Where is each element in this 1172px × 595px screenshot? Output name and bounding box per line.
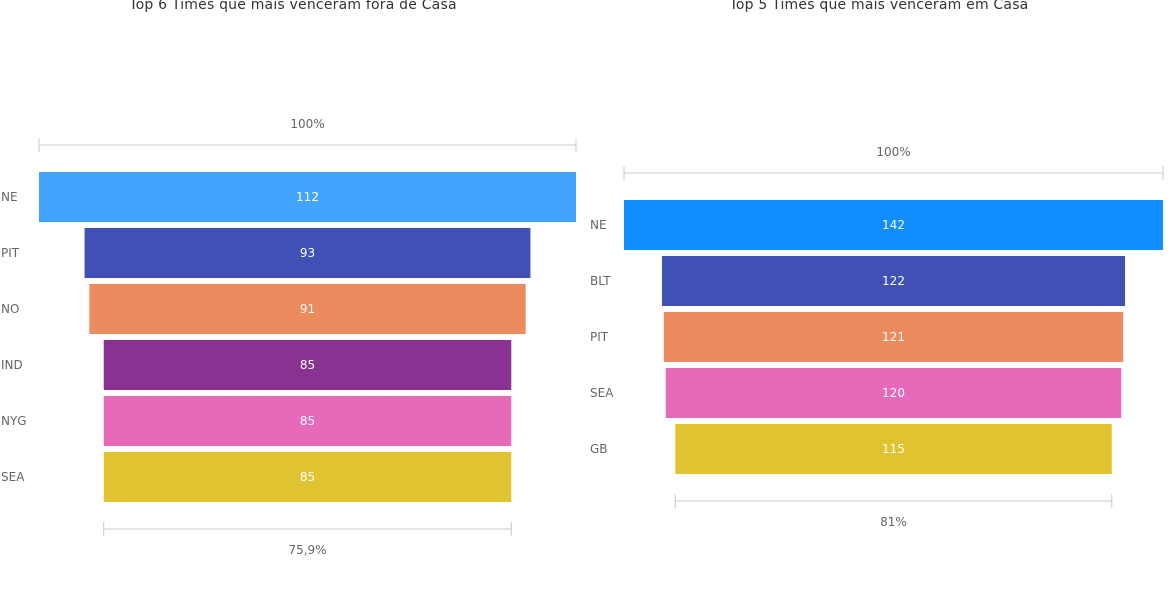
top-percent-label: 100% bbox=[290, 117, 324, 131]
chart-title: Top 5 Times que mais venceram em Casa bbox=[729, 0, 1029, 13]
bar-value-label: 93 bbox=[300, 246, 315, 260]
funnel-bar[interactable] bbox=[103, 396, 512, 446]
category-label: NE bbox=[590, 218, 607, 232]
category-label: NYG bbox=[1, 414, 27, 428]
bar-value-label: 85 bbox=[300, 414, 315, 428]
top-bracket bbox=[38, 138, 577, 152]
funnel-svg: 100% 142 NE 122 BLT 121 PIT 120 SEA 115 GB 81% bbox=[590, 145, 1164, 529]
funnel-bar[interactable] bbox=[661, 256, 1126, 306]
funnel-bar[interactable] bbox=[103, 340, 512, 390]
funnel-svg: 100% 112 NE 93 PIT 91 NO 85 IND 85 NYG 85 SEA 75,9% bbox=[1, 117, 577, 557]
top-bracket bbox=[623, 166, 1164, 180]
bottom-bracket bbox=[103, 522, 512, 536]
bottom-percent-label: 75,9% bbox=[288, 543, 326, 557]
bar-value-label: 142 bbox=[882, 218, 905, 232]
top-percent-label: 100% bbox=[876, 145, 910, 159]
category-label: GB bbox=[590, 442, 608, 456]
category-label: SEA bbox=[1, 470, 25, 484]
funnel-chart-away-wins: Top 6 Times que mais venceram fora de Ca… bbox=[1, 0, 577, 557]
category-label: PIT bbox=[590, 330, 609, 344]
bottom-bracket bbox=[674, 494, 1113, 508]
bar-value-label: 122 bbox=[882, 274, 905, 288]
category-label: NO bbox=[1, 302, 19, 316]
funnel-bar[interactable] bbox=[39, 172, 576, 222]
category-label: NE bbox=[1, 190, 18, 204]
funnel-chart-home-wins: Top 5 Times que mais venceram em Casa 10… bbox=[586, 0, 1172, 595]
funnel-bar[interactable] bbox=[665, 368, 1122, 418]
category-label: PIT bbox=[1, 246, 20, 260]
bar-value-label: 121 bbox=[882, 330, 905, 344]
category-label: IND bbox=[1, 358, 23, 372]
bar-value-label: 112 bbox=[296, 190, 319, 204]
chart-title: Top 6 Times que mais venceram fora de Ca… bbox=[129, 0, 457, 13]
bar-value-label: 85 bbox=[300, 470, 315, 484]
bar-value-label: 115 bbox=[882, 442, 905, 456]
bottom-percent-label: 81% bbox=[880, 515, 907, 529]
funnel-bar[interactable] bbox=[84, 228, 531, 278]
category-label: BLT bbox=[590, 274, 611, 288]
funnel-bar[interactable] bbox=[663, 312, 1124, 362]
funnel-bar[interactable] bbox=[103, 452, 512, 502]
funnel-bar[interactable] bbox=[624, 200, 1163, 250]
category-label: SEA bbox=[590, 386, 614, 400]
bar-value-label: 91 bbox=[300, 302, 315, 316]
bar-value-label: 85 bbox=[300, 358, 315, 372]
funnel-bar[interactable] bbox=[89, 284, 526, 334]
bar-value-label: 120 bbox=[882, 386, 905, 400]
funnel-bar[interactable] bbox=[675, 424, 1112, 474]
